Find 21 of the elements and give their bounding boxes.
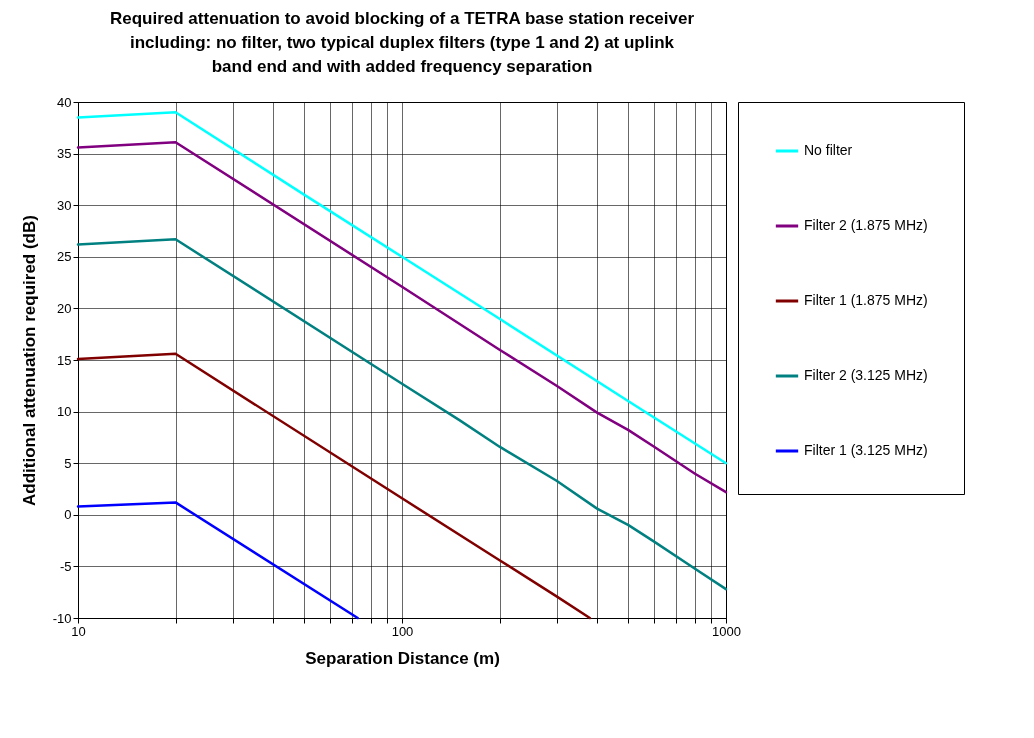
y-tick-label: 20 bbox=[57, 300, 72, 316]
y-tick-label: 0 bbox=[64, 507, 72, 523]
y-tick-label: 5 bbox=[64, 455, 72, 471]
y-tick-label: 25 bbox=[57, 249, 72, 265]
legend-label: Filter 1 (3.125 MHz) bbox=[804, 442, 928, 458]
chart-title: Required attenuation to avoid blocking of a TETRA base station receiver including: no filter, two typical duplex filters (type 1 and 2) at uplink band end and with added frequency separation bbox=[109, 9, 695, 76]
legend-label: No filter bbox=[804, 142, 853, 158]
y-tick-label: 10 bbox=[57, 404, 72, 420]
x-tick-label: 100 bbox=[391, 623, 414, 639]
y-tick-label: -5 bbox=[59, 558, 72, 574]
y-tick-label: 30 bbox=[57, 197, 72, 213]
y-tick-label: 15 bbox=[57, 352, 72, 368]
y-axis-title: Additional attenuation required (dB) bbox=[19, 215, 39, 506]
y-tick-label: 35 bbox=[57, 146, 72, 162]
y-tick-label: 40 bbox=[57, 94, 72, 110]
legend-label: Filter 1 (1.875 MHz) bbox=[804, 292, 928, 308]
x-axis-title: Separation Distance (m) bbox=[305, 648, 500, 668]
legend-label: Filter 2 (1.875 MHz) bbox=[804, 217, 928, 233]
y-tick-label: -10 bbox=[52, 610, 72, 626]
x-tick-label: 1000 bbox=[712, 623, 741, 639]
legend-label: Filter 2 (3.125 MHz) bbox=[804, 367, 928, 383]
